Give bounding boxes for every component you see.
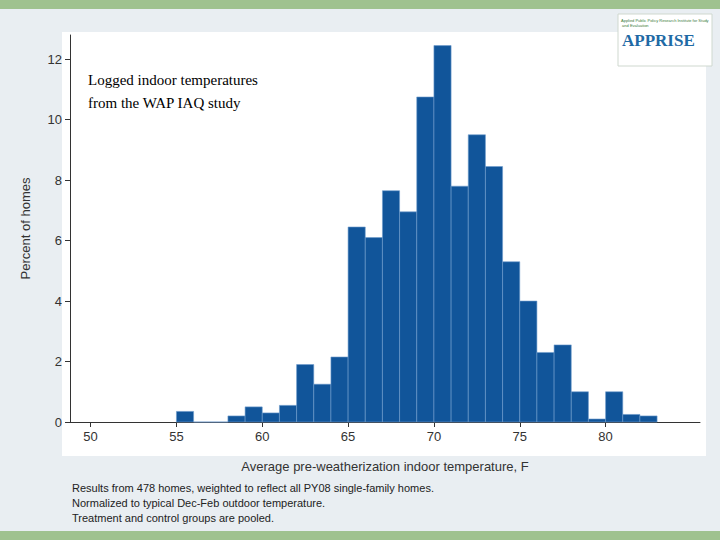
svg-text:Percent of homes: Percent of homes (18, 177, 33, 279)
svg-text:0: 0 (55, 415, 62, 430)
svg-text:2: 2 (55, 354, 62, 369)
svg-text:Average pre-weatherization ind: Average pre-weatherization indoor temper… (241, 459, 528, 474)
svg-text:12: 12 (48, 52, 62, 67)
svg-text:80: 80 (598, 429, 612, 444)
svg-text:APPRISE: APPRISE (622, 31, 695, 50)
svg-text:10: 10 (48, 112, 62, 127)
svg-text:50: 50 (83, 429, 97, 444)
svg-text:6: 6 (55, 233, 62, 248)
svg-text:and Evaluation: and Evaluation (621, 23, 649, 28)
svg-text:60: 60 (255, 429, 269, 444)
svg-text:Logged indoor temperatures: Logged indoor temperatures (88, 72, 258, 88)
svg-text:Results from 478 homes, weight: Results from 478 homes, weighted to refl… (72, 482, 434, 494)
svg-text:4: 4 (55, 294, 62, 309)
svg-text:70: 70 (427, 429, 441, 444)
svg-text:8: 8 (55, 173, 62, 188)
svg-text:Treatment and control groups a: Treatment and control groups are pooled. (72, 512, 274, 524)
svg-text:Applied Public Policy Research: Applied Public Policy Research Institute… (621, 18, 709, 23)
svg-text:75: 75 (513, 429, 527, 444)
svg-text:55: 55 (169, 429, 183, 444)
svg-text:Normalized to typical Dec-Feb: Normalized to typical Dec-Feb outdoor te… (72, 497, 325, 509)
svg-text:from the WAP IAQ study: from the WAP IAQ study (88, 95, 241, 111)
svg-text:65: 65 (341, 429, 355, 444)
